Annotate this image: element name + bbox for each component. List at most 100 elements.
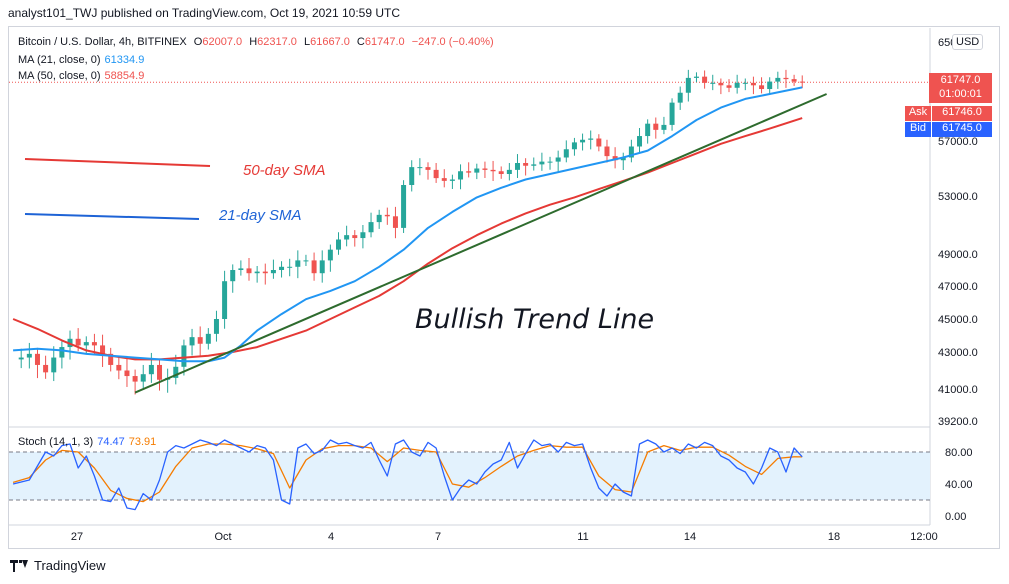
candle-body bbox=[653, 123, 659, 130]
candle-body bbox=[352, 235, 358, 239]
candle-body bbox=[401, 185, 407, 228]
candle-body bbox=[490, 169, 496, 172]
candle-body bbox=[645, 123, 651, 137]
candle-body bbox=[173, 366, 179, 378]
candle-body bbox=[279, 266, 285, 270]
candle-body bbox=[547, 161, 553, 163]
candle-body bbox=[140, 374, 146, 382]
candle-body bbox=[767, 81, 773, 90]
ma50-legend: MA (50, close, 0) 58854.9 bbox=[18, 70, 144, 82]
candle-body bbox=[702, 76, 708, 83]
ma50-line bbox=[12, 117, 803, 361]
candle-body bbox=[718, 82, 724, 86]
candle-body bbox=[425, 167, 431, 170]
axes: 65000.057000.053000.049000.047000.045000… bbox=[71, 37, 978, 543]
time-tick-label: 4 bbox=[328, 531, 334, 543]
candle-body bbox=[311, 260, 317, 274]
trend-annotation: Bullish Trend Line bbox=[415, 304, 655, 335]
candle-body bbox=[514, 163, 520, 170]
currency-button[interactable]: USD bbox=[952, 34, 984, 50]
candle-body bbox=[571, 142, 577, 150]
candle-body bbox=[783, 77, 789, 80]
candle-body bbox=[580, 139, 586, 143]
candle-body bbox=[327, 249, 333, 261]
candle-body bbox=[319, 260, 325, 274]
stoch-k-value: 74.47 bbox=[97, 436, 125, 448]
candle-body bbox=[523, 163, 529, 166]
candle-body bbox=[474, 168, 480, 173]
candle-body bbox=[100, 345, 106, 354]
symbol-title: Bitcoin / U.S. Dollar, 4h, BITFINEX bbox=[18, 36, 187, 48]
ma21-label: MA (21, close, 0) bbox=[18, 54, 101, 66]
candle-body bbox=[230, 270, 236, 282]
candle-body bbox=[563, 149, 569, 158]
tradingview-logo-icon bbox=[10, 559, 28, 572]
candle-body bbox=[344, 235, 350, 240]
ma50-label: MA (50, close, 0) bbox=[18, 70, 101, 82]
close-value: 61747.0 bbox=[364, 36, 405, 48]
candle-body bbox=[710, 82, 716, 84]
bid-price: 61745.0 bbox=[932, 122, 992, 137]
price-tick-label: 53000.0 bbox=[938, 191, 978, 203]
ma21-line bbox=[13, 86, 803, 363]
ask-tag: Ask 61746.0 bbox=[905, 106, 992, 121]
last-price: 61747.0 bbox=[940, 74, 981, 86]
close-label: C bbox=[356, 36, 365, 48]
candle-body bbox=[262, 271, 268, 274]
candle-body bbox=[222, 281, 228, 319]
symbol-legend: Bitcoin / U.S. Dollar, 4h, BITFINEX O620… bbox=[18, 36, 494, 48]
high-value: 62317.0 bbox=[257, 36, 297, 48]
candle-body bbox=[392, 216, 398, 228]
candle-body bbox=[417, 167, 423, 169]
stoch-k-line bbox=[12, 439, 803, 511]
candle-body bbox=[181, 345, 187, 367]
change-value: −247.0 (−0.40%) bbox=[411, 36, 494, 48]
candle-body bbox=[409, 167, 415, 185]
candle-body bbox=[555, 157, 561, 162]
time-tick-label: 11 bbox=[577, 531, 588, 543]
open-value: 62007.0 bbox=[202, 36, 243, 48]
low-label: L bbox=[303, 36, 311, 48]
candle-body bbox=[335, 239, 341, 250]
candle-body bbox=[588, 138, 594, 140]
candle-body bbox=[18, 357, 24, 360]
candle-body bbox=[750, 82, 756, 86]
candle-body bbox=[189, 337, 195, 346]
candle-body bbox=[775, 77, 781, 82]
candle-body bbox=[83, 342, 89, 346]
bullish-trend-line bbox=[134, 93, 827, 394]
candles bbox=[18, 69, 805, 395]
price-tick-label: 47000.0 bbox=[938, 281, 978, 293]
candle-body bbox=[604, 146, 610, 157]
footer-brand: TradingView bbox=[34, 558, 106, 573]
candle-body bbox=[246, 268, 252, 274]
ma21-value: 61334.9 bbox=[104, 54, 145, 66]
candle-body bbox=[376, 214, 382, 223]
candle-body bbox=[34, 353, 40, 365]
bid-label: Bid bbox=[905, 122, 931, 137]
candle-body bbox=[596, 138, 602, 147]
price-tick-label: 41000.0 bbox=[938, 384, 978, 396]
candle-body bbox=[612, 156, 618, 161]
candle-body bbox=[384, 214, 390, 217]
candle-body bbox=[26, 353, 32, 358]
stoch-d-line bbox=[12, 443, 803, 503]
candle-body bbox=[620, 157, 626, 161]
candle-body bbox=[433, 169, 439, 179]
candle-body bbox=[238, 268, 244, 270]
candle-body bbox=[685, 77, 691, 93]
candle-body bbox=[157, 364, 163, 380]
candle-body bbox=[726, 85, 732, 88]
candle-body bbox=[75, 338, 81, 346]
time-tick-label: 18 bbox=[828, 531, 840, 543]
candle-body bbox=[43, 364, 49, 373]
price-tick-label: 43000.0 bbox=[938, 347, 978, 359]
ma50-value: 58854.9 bbox=[104, 70, 145, 82]
candle-body bbox=[791, 79, 797, 82]
candle-body bbox=[734, 82, 740, 88]
candle-body bbox=[287, 266, 293, 268]
candle-body bbox=[669, 102, 675, 125]
candle-body bbox=[270, 270, 276, 274]
candle-body bbox=[661, 124, 667, 130]
